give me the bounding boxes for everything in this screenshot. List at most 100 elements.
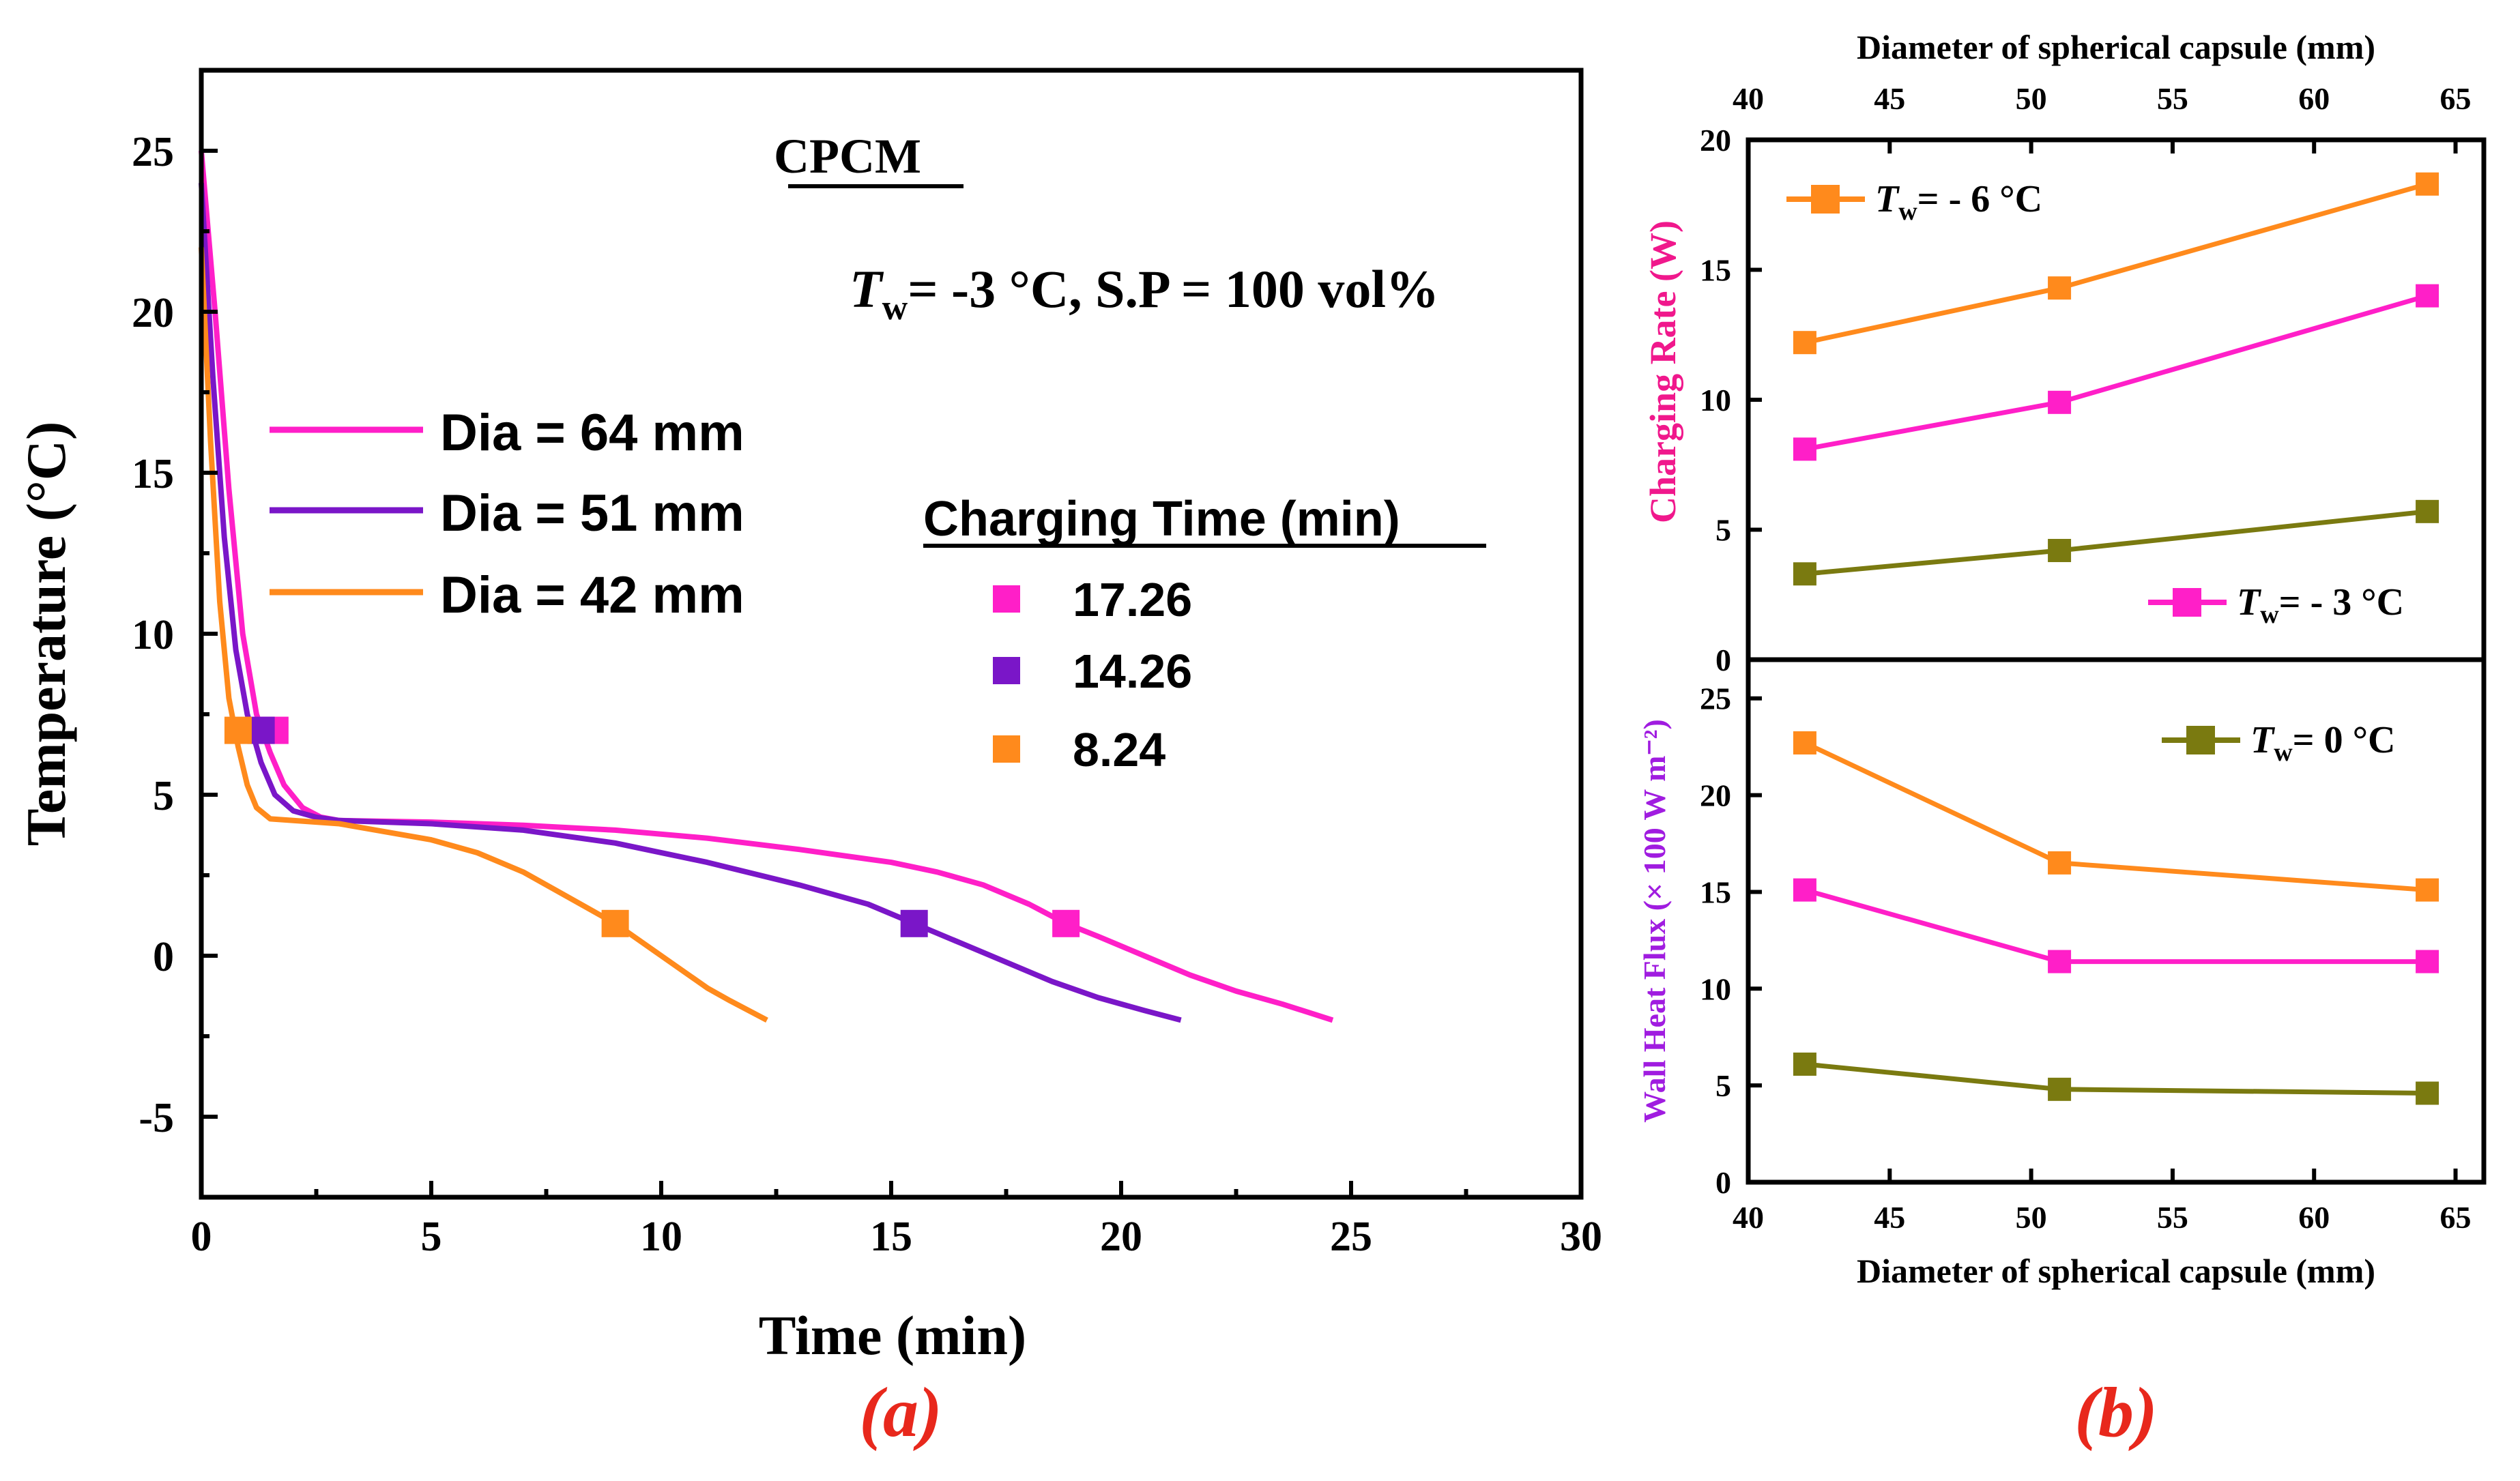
lower-y-tick-label: 0 — [1715, 1165, 1731, 1200]
lower-line-tw-3-c — [1804, 888, 2428, 965]
lower-marker-tw-0-c-1 — [2048, 1077, 2072, 1101]
upper-marker-tw-6-c-2 — [2416, 172, 2439, 196]
upper-marker-tw-0-c-1 — [2048, 538, 2072, 562]
bottom-x-tick-label: 45 — [1874, 1200, 1905, 1235]
lower-marker-tw-0-c-0 — [1793, 1052, 1816, 1076]
panel-a-ticks: 0 5 10 15 20 25 30 -5 0 5 10 15 20 25 — [132, 68, 1602, 1260]
lower-y-tick-label: 10 — [1700, 971, 1731, 1006]
upper-y-tick-label: 0 — [1715, 643, 1731, 677]
legend-marker-tw-minus3 — [2173, 588, 2201, 617]
x-tick-label: 30 — [1560, 1214, 1602, 1260]
charging-time-value-2: 8.24 — [1073, 723, 1165, 776]
panel-b-legend: Tw= - 6 °C Tw= - 3 °C Tw= 0 °C — [1786, 178, 2404, 767]
lower-marker-tw-6-c-2 — [2416, 878, 2439, 902]
marker-dia-42-mm-0 — [224, 716, 252, 744]
y-tick-label: 20 — [132, 290, 174, 336]
marker-dia-42-mm-1 — [601, 909, 629, 937]
legend-tw-minus6-t: T — [1875, 178, 1900, 220]
line-dia-51-mm — [199, 182, 1182, 1023]
top-x-tick-label: 60 — [2298, 81, 2330, 116]
lower-marker-tw-6-c-1 — [2048, 851, 2072, 875]
legend-label-dia-51: Dia = 51 mm — [440, 484, 744, 542]
line-dia-42-mm — [199, 247, 768, 1023]
legend-tw-minus3-sub: w — [2260, 600, 2279, 629]
panel-b-top-x-axis-title: Diameter of spherical capsule (mm) — [1857, 28, 2375, 66]
panel-a-series-markers — [224, 716, 1080, 937]
upper-line-tw-3-c — [1804, 293, 2429, 452]
legend-label-tw-minus6: Tw= - 6 °C — [1875, 178, 2042, 226]
upper-y-tick-label: 5 — [1715, 513, 1731, 548]
x-tick-label: 10 — [640, 1214, 682, 1260]
upper-y-tick-label: 10 — [1700, 383, 1731, 417]
legend-tw-0-t: T — [2250, 719, 2276, 761]
y-tick-label: -5 — [139, 1095, 174, 1141]
lower-marker-tw-3-c-2 — [2416, 950, 2439, 973]
y-tick-label: 25 — [132, 129, 174, 175]
panel-a-label: (a) — [859, 1373, 942, 1452]
x-tick-label: 20 — [1100, 1214, 1142, 1260]
marker-dia-64-mm-1 — [1052, 909, 1080, 937]
legend-label-tw-minus3: Tw= - 3 °C — [2237, 581, 2404, 629]
bottom-x-tick-label: 65 — [2440, 1200, 2472, 1235]
legend-tw-minus6-text: = - 6 °C — [1917, 178, 2042, 220]
top-x-tick-label: 55 — [2157, 81, 2188, 116]
legend-tw-0-text: = 0 °C — [2293, 719, 2396, 761]
marker-dia-51-mm-0 — [247, 716, 275, 744]
x-tick-label: 25 — [1330, 1214, 1372, 1260]
upper-line-tw-0-c — [1804, 509, 2428, 576]
panel-b-series-markers — [1793, 172, 2439, 1105]
upper-marker-tw-6-c-1 — [2048, 276, 2072, 300]
lower-y-tick-label: 20 — [1700, 778, 1731, 813]
upper-marker-tw-0-c-2 — [2416, 499, 2439, 523]
annotation-sub: w — [882, 289, 908, 327]
charging-time-value-1: 14.26 — [1073, 645, 1192, 698]
upper-y-tick-label: 20 — [1700, 123, 1731, 158]
lower-marker-tw-6-c-0 — [1793, 731, 1816, 754]
panel-b-bottom-x-axis-title: Diameter of spherical capsule (mm) — [1857, 1252, 2375, 1290]
lower-y-tick-label: 15 — [1700, 875, 1731, 909]
upper-marker-tw-3-c-1 — [2048, 390, 2072, 414]
upper-y-tick-label: 15 — [1700, 253, 1731, 288]
legend-marker-tw-0 — [2186, 726, 2215, 754]
x-tick-label: 5 — [421, 1214, 442, 1260]
x-tick-label: 15 — [870, 1214, 912, 1260]
bottom-x-tick-label: 55 — [2157, 1200, 2188, 1235]
panel-a-temperature-chart: 0 5 10 15 20 25 30 -5 0 5 10 15 20 25 CPCM Tw= -3 °C,… — [15, 68, 1602, 1452]
marker-dia-51-mm-1 — [900, 909, 928, 937]
y-tick-label: 5 — [153, 773, 174, 819]
panel-a-charging-time-legend: Charging Time (min) 17.26 14.26 8.24 — [923, 492, 1486, 776]
lower-line-tw-0-c — [1804, 1061, 2428, 1096]
y-tick-label: 0 — [153, 934, 174, 980]
charging-time-value-0: 17.26 — [1073, 573, 1192, 626]
panel-b-upper-y-axis-title: Charging Rate (W) — [1642, 220, 1683, 523]
bottom-x-tick-label: 60 — [2298, 1200, 2330, 1235]
panel-a-series-legend: Dia = 64 mm Dia = 51 mm Dia = 42 mm — [270, 404, 744, 624]
legend-tw-0-sub: w — [2274, 738, 2293, 767]
upper-marker-tw-6-c-0 — [1793, 331, 1816, 355]
legend-tw-minus3-t: T — [2237, 581, 2262, 624]
panel-b-label: (b) — [2074, 1373, 2157, 1452]
panel-a-title: CPCM — [774, 129, 921, 184]
panel-a-condition-annotation: Tw= -3 °C, S.P = 100 vol% — [850, 259, 1439, 327]
y-tick-label: 15 — [132, 451, 174, 497]
panel-b-lower-y-axis-title: Wall Heat Flux (× 100 W m⁻²) — [1637, 719, 1672, 1123]
lower-marker-tw-0-c-2 — [2416, 1081, 2439, 1105]
charging-time-marker-1 — [993, 657, 1020, 684]
bottom-x-tick-label: 40 — [1733, 1200, 1764, 1235]
top-x-tick-label: 45 — [1874, 81, 1905, 116]
lower-line-tw-6-c — [1804, 740, 2428, 893]
annotation-t: T — [850, 259, 884, 319]
panel-b-ticks: 0 5 10 15 20 0 5 10 15 20 25 40 40 45 45 50 50 55 55 60 60 65… — [1700, 81, 2472, 1235]
panel-a-x-axis-title: Time (min) — [759, 1304, 1027, 1366]
bottom-x-tick-label: 50 — [2016, 1200, 2047, 1235]
x-tick-label: 0 — [191, 1214, 212, 1260]
panel-b-series-lines — [1804, 181, 2429, 1096]
upper-marker-tw-3-c-0 — [1793, 437, 1816, 461]
y-tick-label: 10 — [132, 612, 174, 658]
top-x-tick-label: 50 — [2016, 81, 2047, 116]
lower-marker-tw-3-c-1 — [2048, 950, 2072, 973]
upper-marker-tw-3-c-2 — [2416, 284, 2439, 308]
panel-b-capsule-chart: 0 5 10 15 20 0 5 10 15 20 25 40 40 45 45 50 50 55 55 60 60 65… — [1637, 28, 2487, 1452]
legend-marker-tw-minus6 — [1811, 185, 1840, 214]
